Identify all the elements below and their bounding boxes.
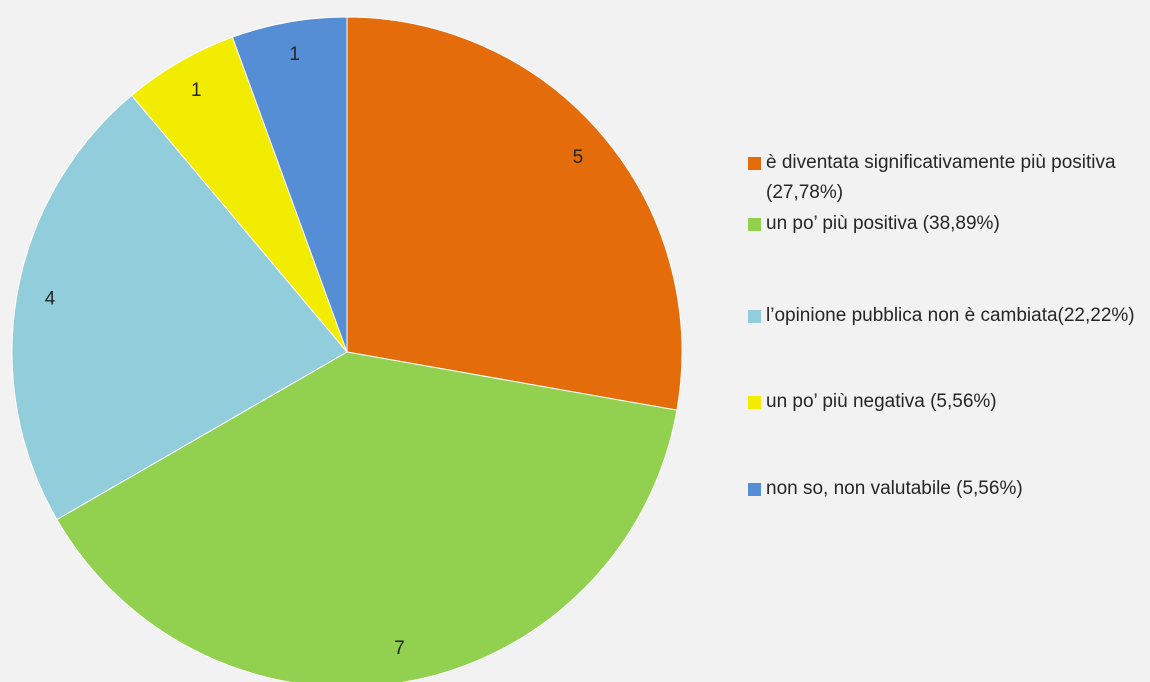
legend-item: l’opinione pubblica non è cambiata(22,22…	[748, 301, 1148, 331]
legend-item: un po’ più negativa (5,56%)	[748, 387, 1148, 417]
legend-item: un po’ più positiva (38,89%)	[748, 209, 1148, 239]
pie-slice	[11, 94, 348, 521]
data-label: 5	[573, 147, 584, 168]
legend-swatch	[748, 218, 761, 231]
legend-swatch	[748, 157, 761, 170]
data-label: 7	[394, 638, 405, 659]
legend-item: è diventata significativamente più posit…	[748, 148, 1148, 208]
legend-label: è diventata significativamente più posit…	[766, 152, 1116, 203]
legend-label: non so, non valutabile (5,56%)	[766, 478, 1023, 499]
legend-swatch	[748, 310, 761, 323]
data-label: 1	[191, 80, 202, 101]
legend-label: un po’ più negativa (5,56%)	[766, 391, 997, 412]
pie-slice	[346, 16, 683, 411]
legend-swatch	[748, 396, 761, 409]
pie-slice	[231, 16, 348, 353]
data-label: 4	[45, 289, 56, 310]
data-label: 1	[289, 44, 300, 65]
legend-item: non so, non valutabile (5,56%)	[748, 474, 1148, 504]
legend-swatch	[748, 483, 761, 496]
legend-label: l’opinione pubblica non è cambiata(22,22…	[766, 305, 1135, 326]
legend-label: un po’ più positiva (38,89%)	[766, 213, 1000, 234]
